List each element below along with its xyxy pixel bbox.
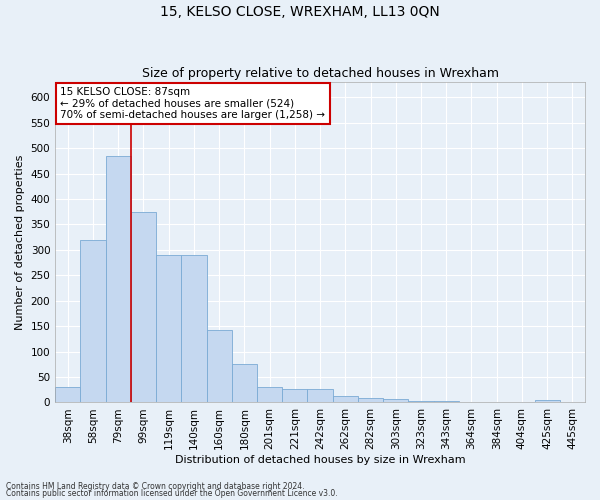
- Y-axis label: Number of detached properties: Number of detached properties: [15, 154, 25, 330]
- Bar: [332, 396, 358, 402]
- Bar: [282, 388, 307, 402]
- Bar: [206, 330, 232, 402]
- Text: Contains public sector information licensed under the Open Government Licence v3: Contains public sector information licen…: [6, 489, 338, 498]
- Bar: [232, 364, 257, 403]
- X-axis label: Distribution of detached houses by size in Wrexham: Distribution of detached houses by size …: [175, 455, 466, 465]
- Bar: [181, 255, 206, 402]
- Text: Contains HM Land Registry data © Crown copyright and database right 2024.: Contains HM Land Registry data © Crown c…: [6, 482, 305, 491]
- Bar: [307, 388, 332, 402]
- Bar: [257, 387, 282, 402]
- Bar: [156, 255, 181, 402]
- Bar: [358, 398, 383, 402]
- Title: Size of property relative to detached houses in Wrexham: Size of property relative to detached ho…: [142, 66, 499, 80]
- Bar: [535, 400, 560, 402]
- Bar: [106, 156, 131, 402]
- Text: 15 KELSO CLOSE: 87sqm
← 29% of detached houses are smaller (524)
70% of semi-det: 15 KELSO CLOSE: 87sqm ← 29% of detached …: [61, 87, 325, 120]
- Bar: [383, 400, 409, 402]
- Bar: [409, 401, 434, 402]
- Bar: [80, 240, 106, 402]
- Text: 15, KELSO CLOSE, WREXHAM, LL13 0QN: 15, KELSO CLOSE, WREXHAM, LL13 0QN: [160, 5, 440, 19]
- Bar: [131, 212, 156, 402]
- Bar: [55, 387, 80, 402]
